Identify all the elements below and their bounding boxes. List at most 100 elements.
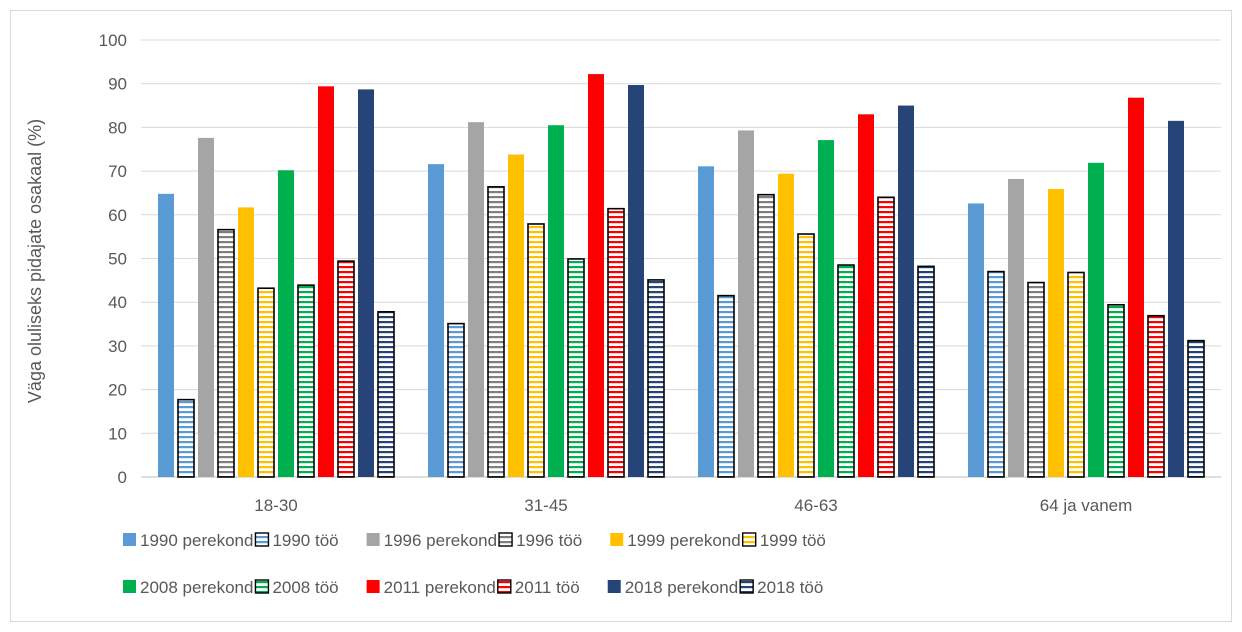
- x-tick-label: 18-30: [254, 496, 297, 515]
- legend: 1990 perekond 1990 töö 1996 perekond 1996 t…: [123, 531, 826, 597]
- legend-item: 2011 perekond: [366, 578, 496, 597]
- bar: [987, 270, 1005, 478]
- chart-frame: 0 10 20 30 40 50 60 70 80 90 100 18-30 31-45 46-63 64…: [10, 10, 1232, 622]
- legend-item: 1996 töö: [498, 531, 582, 550]
- bar: [567, 258, 585, 478]
- legend-item: 2018 töö: [739, 578, 823, 597]
- bar: [717, 294, 735, 478]
- legend-item: 1999 töö: [741, 531, 826, 550]
- bar: [778, 173, 794, 478]
- x-tick-label: 31-45: [524, 496, 567, 515]
- bar: [548, 125, 564, 477]
- legend-label: 2011 töö: [515, 578, 580, 597]
- legend-item: 1996 perekond: [366, 531, 497, 550]
- legend-swatch: [123, 533, 136, 546]
- bar: [337, 260, 355, 478]
- y-axis-ticks: 0 10 20 30 40 50 60 70 80 90 100: [99, 31, 127, 487]
- bar: [377, 311, 395, 478]
- bar: [797, 233, 815, 478]
- bar: [818, 140, 834, 477]
- legend-swatch: [366, 580, 380, 593]
- y-tick-label: 80: [108, 118, 127, 137]
- legend-swatch: [123, 580, 136, 593]
- legend-label: 1999 töö: [760, 531, 826, 550]
- legend-label: 1999 perekond: [627, 531, 740, 550]
- y-tick-label: 20: [108, 381, 127, 400]
- bar: [698, 166, 714, 477]
- legend-label: 2018 perekond: [625, 578, 738, 597]
- bar: [527, 223, 545, 478]
- legend-swatch: [498, 532, 513, 547]
- bar-chart: 0 10 20 30 40 50 60 70 80 90 100 18-30 31-45 46-63 64…: [25, 31, 1221, 597]
- bar: [968, 203, 984, 478]
- bar: [1147, 314, 1165, 478]
- bar: [297, 284, 315, 478]
- legend-item: 1999 perekond: [610, 531, 741, 550]
- legend-swatch: [254, 579, 270, 594]
- legend-swatch: [610, 533, 624, 546]
- bar: [447, 322, 465, 478]
- bar: [198, 137, 214, 477]
- bar: [177, 398, 195, 478]
- y-tick-label: 30: [108, 337, 127, 356]
- x-tick-label: 46-63: [794, 496, 837, 515]
- y-tick-label: 10: [108, 424, 127, 443]
- bar: [238, 207, 254, 477]
- bar: [1168, 120, 1184, 477]
- bar: [508, 154, 524, 477]
- legend-item: 2008 perekond: [123, 578, 253, 597]
- bar: [877, 196, 895, 478]
- legend-label: 2008 perekond: [140, 578, 253, 597]
- bar: [898, 105, 914, 478]
- legend-label: 1990 perekond: [140, 531, 253, 550]
- legend-item: 1990 perekond: [123, 531, 253, 550]
- y-axis-label: Väga oluliseks pidajate osakaal (%): [25, 119, 45, 403]
- bar: [607, 207, 625, 478]
- bar: [158, 193, 174, 477]
- bar: [1088, 162, 1104, 477]
- bars: [158, 74, 1205, 478]
- bar: [1067, 271, 1085, 478]
- bar: [647, 279, 665, 478]
- legend-swatch: [366, 533, 380, 546]
- bar: [628, 85, 644, 478]
- x-axis: 18-30 31-45 46-63 64 ja vanem: [254, 496, 1132, 515]
- y-tick-label: 50: [108, 250, 127, 269]
- legend-item: 1990 töö: [254, 531, 339, 550]
- bar: [1107, 304, 1125, 478]
- bar: [428, 164, 444, 477]
- legend-item: 2008 töö: [254, 578, 339, 597]
- bar: [257, 287, 275, 478]
- bar: [468, 122, 484, 477]
- y-tick-label: 100: [99, 31, 127, 50]
- legend-item: 2018 perekond: [607, 578, 738, 597]
- legend-swatch: [254, 532, 270, 547]
- bar: [1008, 178, 1024, 477]
- bar: [318, 86, 334, 478]
- legend-swatch: [497, 579, 512, 594]
- y-tick-label: 70: [108, 162, 127, 181]
- bar: [858, 114, 874, 477]
- legend-label: 1990 töö: [272, 531, 338, 550]
- bar: [1027, 281, 1045, 478]
- y-tick-label: 40: [108, 293, 127, 312]
- legend-label: 2011 perekond: [384, 578, 496, 597]
- bar: [837, 264, 855, 478]
- bar: [278, 170, 294, 477]
- y-tick-label: 0: [118, 468, 127, 487]
- bar: [588, 74, 604, 477]
- bar: [487, 186, 505, 478]
- bar: [917, 265, 935, 478]
- legend-label: 1996 töö: [516, 531, 582, 550]
- x-tick-label: 64 ja vanem: [1040, 496, 1133, 515]
- bar: [1187, 339, 1205, 478]
- bar: [358, 89, 374, 478]
- legend-swatch: [739, 579, 754, 594]
- bar: [1048, 189, 1064, 477]
- legend-swatch: [741, 532, 757, 547]
- legend-label: 2018 töö: [757, 578, 823, 597]
- legend-swatch: [607, 580, 621, 593]
- y-tick-label: 60: [108, 206, 127, 225]
- legend-item: 2011 töö: [497, 578, 580, 597]
- bar: [217, 228, 235, 478]
